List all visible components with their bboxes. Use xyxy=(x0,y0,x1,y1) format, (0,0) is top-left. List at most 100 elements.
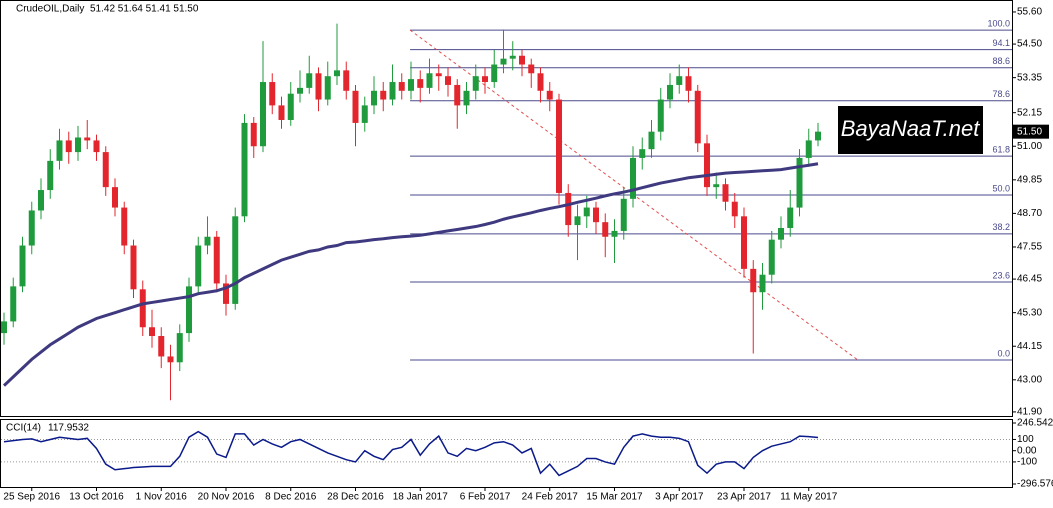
candle-body xyxy=(186,286,192,334)
candle-body xyxy=(574,216,581,226)
y-tick-label: 55.60 xyxy=(1017,7,1042,18)
candle-body xyxy=(768,239,775,275)
candle-body xyxy=(694,90,701,144)
candle-body xyxy=(408,79,414,91)
x-tick-label: 8 Dec 2016 xyxy=(265,492,317,503)
fib-label: 100.0 xyxy=(987,18,1010,28)
candle-body xyxy=(195,245,202,287)
candle-body xyxy=(297,87,303,94)
x-tick-label: 18 Jan 2017 xyxy=(393,492,448,503)
candle-body xyxy=(445,76,451,85)
candle-body xyxy=(796,157,803,208)
x-tick-label: 1 Nov 2016 xyxy=(136,492,188,503)
candle-body xyxy=(722,184,729,202)
candle-body xyxy=(149,327,155,337)
candle-body xyxy=(731,201,738,217)
candle-body xyxy=(556,99,562,193)
candle-body xyxy=(47,160,54,191)
candle-body xyxy=(102,152,109,188)
fib-label: 50.0 xyxy=(992,183,1010,193)
candle-body xyxy=(334,70,340,77)
candle-body xyxy=(657,99,664,132)
candle-body xyxy=(232,216,239,304)
fib-label: 0.0 xyxy=(997,348,1010,358)
x-tick-label: 11 May 2017 xyxy=(780,492,838,503)
candle-body xyxy=(352,90,359,123)
candle-body xyxy=(713,184,720,188)
fib-label: 88.6 xyxy=(992,56,1010,66)
y-tick-label: 47.55 xyxy=(1017,242,1042,253)
candle-body xyxy=(417,79,424,88)
watermark: BayaNaaT.net xyxy=(841,116,981,141)
candle-body xyxy=(75,137,81,153)
x-tick-label: 3 Apr 2017 xyxy=(655,492,704,503)
cci-frame xyxy=(0,419,1013,488)
candle-body xyxy=(482,76,488,83)
candle-body xyxy=(778,227,784,240)
candle-body xyxy=(19,245,26,287)
candle-body xyxy=(93,140,100,153)
candle-body xyxy=(398,82,405,91)
fib-label: 61.8 xyxy=(992,145,1010,155)
y-tick-label: 48.70 xyxy=(1017,208,1042,219)
candle-body xyxy=(454,84,461,106)
candle-body xyxy=(583,207,590,217)
candle-body xyxy=(380,90,387,100)
fib-label: 78.6 xyxy=(992,89,1010,99)
candle-body xyxy=(630,157,636,199)
candle-body xyxy=(130,245,137,290)
candle-body xyxy=(565,192,572,226)
cci-line xyxy=(3,430,819,477)
candle-body xyxy=(389,82,396,100)
candle-body xyxy=(204,236,211,246)
y-tick-label: -100 xyxy=(1017,457,1037,468)
candle-body xyxy=(315,73,322,100)
last-price-label: 51.50 xyxy=(1017,126,1042,137)
candle-body xyxy=(371,90,377,106)
candle-body xyxy=(158,336,165,357)
candle-body xyxy=(759,274,766,293)
candle-body xyxy=(241,122,248,217)
candle-body xyxy=(121,207,128,246)
fib-label: 23.6 xyxy=(992,270,1010,280)
candle-body xyxy=(223,283,229,304)
candle-body xyxy=(509,55,516,59)
candle-body xyxy=(519,55,525,65)
candle-body xyxy=(1,321,7,334)
y-tick-label: 54.50 xyxy=(1017,39,1042,50)
candle-body xyxy=(815,131,821,141)
main-frame xyxy=(0,0,1013,417)
candle-body xyxy=(639,149,646,158)
candle-body xyxy=(741,216,747,269)
y-tick-label: -296.576 xyxy=(1017,479,1053,490)
y-tick-label: 246.5426 xyxy=(1017,418,1053,429)
fib-label: 94.1 xyxy=(992,38,1010,48)
candle-body xyxy=(491,64,498,83)
candle-body xyxy=(176,333,183,363)
candle-body xyxy=(278,105,285,120)
moving-average xyxy=(2,162,819,387)
candle-body xyxy=(426,73,433,88)
candle-body xyxy=(38,190,44,211)
candle-body xyxy=(65,140,72,153)
y-tick-label: 43.00 xyxy=(1017,374,1042,385)
candle-body xyxy=(287,93,294,120)
header-values: 51.42 51.64 51.41 51.50 xyxy=(90,4,199,15)
candle-body xyxy=(84,137,91,141)
x-tick-label: 25 Sep 2016 xyxy=(3,492,60,503)
x-tick-label: 24 Feb 2017 xyxy=(522,492,579,503)
candle-body xyxy=(602,222,609,237)
last-price-box xyxy=(1013,124,1049,139)
chart-title: CrudeOIL,Daily xyxy=(16,4,84,15)
candle-body xyxy=(343,70,350,91)
y-tick-label: 0.00 xyxy=(1017,445,1037,456)
candle-body xyxy=(167,356,174,363)
watermark-box xyxy=(838,106,983,154)
candle-body xyxy=(528,64,535,74)
candle-body xyxy=(213,236,220,284)
candle-body xyxy=(324,76,331,100)
candle-body xyxy=(500,58,507,65)
candle-body xyxy=(620,198,627,231)
